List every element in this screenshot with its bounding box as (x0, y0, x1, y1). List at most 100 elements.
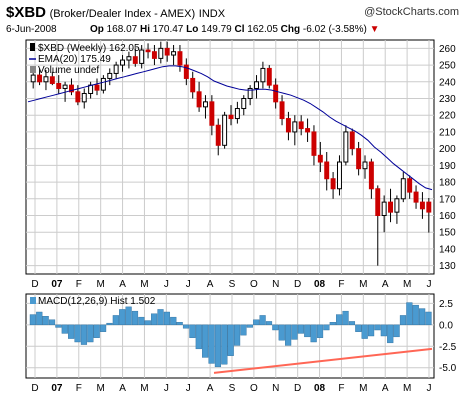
open-value: 168.07 (106, 24, 138, 35)
macd-bar (393, 324, 400, 338)
candle-body-up (107, 72, 113, 79)
ema-legend-label: EMA(20) 175.49 (38, 54, 111, 65)
macd-bar (202, 324, 209, 358)
candle-body-up (171, 51, 177, 56)
candle (356, 141, 362, 176)
price-legend-swatch (30, 43, 35, 51)
candle (368, 158, 374, 199)
candle-body-down (298, 121, 304, 130)
candle-body-up (120, 59, 126, 66)
macd-bar (425, 311, 432, 326)
candle-body-down (209, 101, 215, 126)
candle (298, 115, 304, 136)
macd-bar (323, 324, 330, 331)
candle-body-down (49, 76, 55, 84)
candle (426, 198, 432, 233)
macd-x-axis: D 07 F M A M J J A S O N D 08 F M A M J (31, 383, 431, 394)
macd-x-tick-label: F (76, 383, 82, 394)
volume-legend-swatch (30, 66, 36, 73)
candle-body-down (177, 51, 183, 66)
candle-body-up (62, 84, 68, 89)
price-x-tick-label: J (427, 279, 432, 290)
macd-x-tick-label: J (164, 383, 169, 394)
macd-bar (48, 319, 56, 326)
price-x-tick-label: A (119, 279, 126, 290)
macd-bar (119, 309, 126, 326)
candle-body-down (426, 201, 432, 213)
macd-bar (93, 324, 100, 338)
candle (68, 78, 74, 96)
candle-body-down (75, 91, 81, 103)
price-y-tick-label: 130 (439, 261, 456, 272)
candle-body-down (183, 64, 189, 79)
candle-body-down (349, 131, 355, 150)
macd-bar (278, 324, 285, 341)
candle (37, 68, 43, 86)
price-legend: $XBD (Weekly) 162.05 EMA(20) 175.49 Volu… (29, 43, 140, 76)
candle (400, 172, 406, 203)
candle-body-down (311, 131, 317, 156)
candle-body-down (305, 128, 311, 133)
candle-body-up (247, 87, 253, 99)
macd-x-tick-label: J (427, 383, 432, 394)
macd-bar (112, 315, 119, 326)
price-y-tick-label: 250 (439, 61, 456, 72)
candle-body-up (260, 67, 266, 83)
macd-bar (380, 324, 387, 337)
macd-bar (55, 324, 62, 328)
candle (190, 71, 196, 99)
price-y-tick-label: 260 (439, 44, 456, 55)
index-description: (Broker/Dealer Index - AMEX) (49, 8, 196, 20)
macd-bar (297, 324, 304, 334)
macd-bar (272, 324, 279, 331)
macd-bar (163, 311, 170, 326)
price-x-tick-label: F (338, 279, 344, 290)
candle-body-up (88, 84, 94, 94)
macd-x-tick-label: A (207, 383, 214, 394)
candle (94, 78, 100, 96)
candle-body-down (419, 201, 425, 210)
change-label: Chg (280, 24, 301, 35)
candle-body-up (126, 56, 132, 61)
candle (279, 95, 285, 126)
price-y-tick-label: 240 (439, 77, 456, 88)
macd-bar (316, 324, 324, 338)
candle (266, 65, 272, 89)
quote-line: 6-Jun-2008 Op 168.07 Hi 170.47 Lo 149.79… (6, 24, 458, 35)
high-value: 170.47 (152, 24, 184, 35)
candle (362, 155, 368, 179)
candle-body-down (388, 201, 394, 213)
candle (343, 125, 349, 166)
candle-body-up (113, 64, 119, 74)
price-x-tick-label: S (229, 279, 236, 290)
macd-bar (125, 306, 132, 326)
macd-bar (106, 322, 113, 326)
candle (336, 155, 342, 196)
macd-y-tick-label: 0.0 (439, 320, 453, 331)
candle (247, 85, 253, 106)
macd-bar (208, 324, 215, 364)
candle (394, 195, 400, 224)
candle-body-down (266, 67, 272, 86)
macd-bar (342, 310, 349, 326)
symbol: $XBD (6, 4, 47, 21)
macd-x-tick-label: A (382, 383, 389, 394)
macd-bar (131, 310, 139, 326)
macd-bar (240, 324, 247, 336)
candle-body-down (190, 77, 196, 93)
candle (120, 55, 126, 72)
candle-body-down (356, 148, 362, 170)
candle (132, 48, 138, 67)
candle (254, 75, 260, 99)
close-value: 162.05 (247, 24, 278, 35)
macd-bar (387, 324, 394, 344)
candle-body-down (413, 191, 419, 203)
macd-legend: MACD(12,26,9) Hist 1.502 (30, 296, 156, 307)
candle (228, 105, 234, 126)
price-x-tick-label: J (164, 279, 169, 290)
candle-body-down (132, 56, 138, 64)
candle-body-up (43, 76, 49, 83)
price-y-tick-label: 160 (439, 211, 456, 222)
candle (126, 51, 132, 69)
